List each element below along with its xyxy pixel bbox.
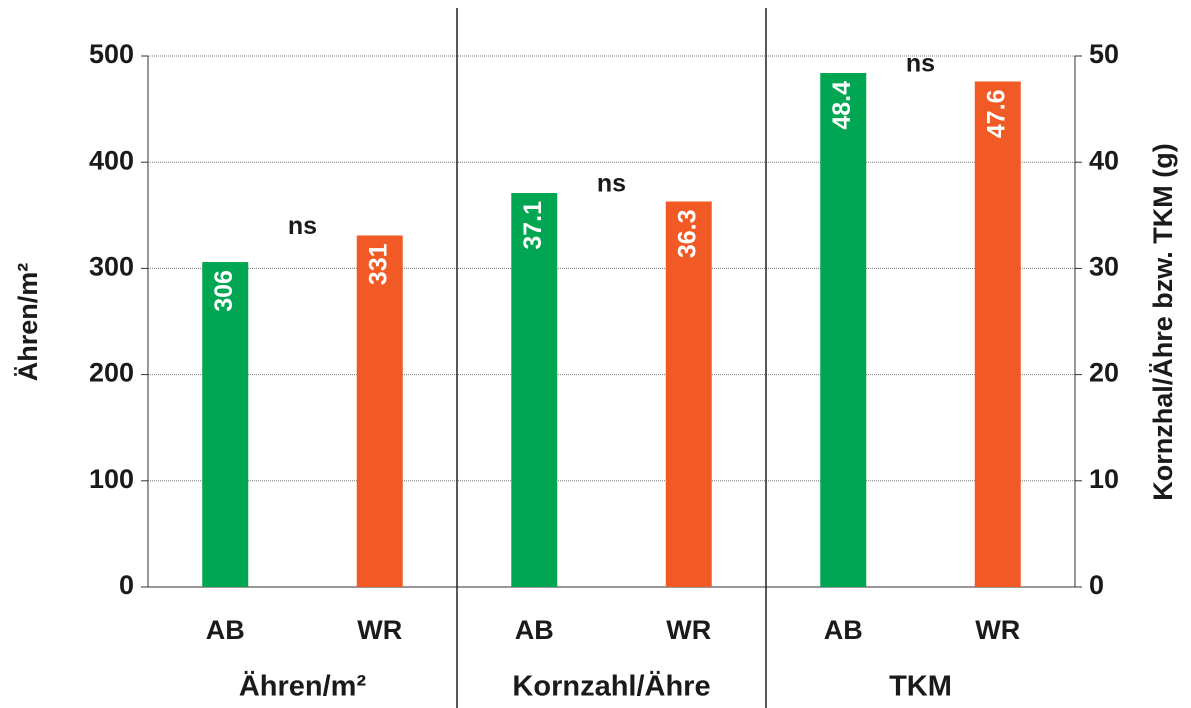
y-tick-label: 300 xyxy=(89,252,134,282)
annotation: ns xyxy=(597,170,626,198)
x-tick-label: AB xyxy=(515,615,554,645)
y2-tick-label: 0 xyxy=(1089,570,1104,600)
x-tick-label: WR xyxy=(666,615,711,645)
annotation: ns xyxy=(288,212,317,240)
bar xyxy=(665,201,712,587)
group-label: Kornzahl/Ähre xyxy=(512,670,710,703)
bar xyxy=(202,262,249,587)
y-tick-label: 200 xyxy=(89,358,134,388)
x-tick-label: AB xyxy=(206,615,245,645)
y-axis-label: Ähren/m² xyxy=(13,263,43,382)
group-label: Ähren/m² xyxy=(239,670,367,703)
y-tick-label: 0 xyxy=(119,570,134,600)
bar xyxy=(511,192,558,588)
value-label: 47.6 xyxy=(982,89,1010,138)
value-label: 36.3 xyxy=(673,209,701,258)
y2-tick-label: 30 xyxy=(1089,252,1119,282)
bar xyxy=(356,235,403,587)
bar xyxy=(974,81,1021,587)
value-label: 331 xyxy=(364,243,392,285)
bar xyxy=(820,72,867,587)
y2-tick-label: 20 xyxy=(1089,358,1119,388)
value-label: 37.1 xyxy=(519,201,547,250)
y-tick-label: 100 xyxy=(89,464,134,494)
x-tick-label: AB xyxy=(824,615,863,645)
x-tick-label: WR xyxy=(975,615,1020,645)
value-label: 306 xyxy=(210,270,238,312)
value-label: 48.4 xyxy=(828,81,856,130)
y2-tick-label: 40 xyxy=(1089,145,1119,175)
y2-tick-label: 10 xyxy=(1089,464,1119,494)
y2-axis-label: Kornzhal/Ähre bzw. TKM (g) xyxy=(1148,143,1178,500)
x-tick-label: WR xyxy=(357,615,402,645)
y2-tick-label: 50 xyxy=(1089,39,1119,69)
group-label: TKM xyxy=(889,671,952,703)
y-tick-label: 500 xyxy=(89,39,134,69)
y-tick-label: 400 xyxy=(89,145,134,175)
annotation: ns xyxy=(906,50,935,78)
